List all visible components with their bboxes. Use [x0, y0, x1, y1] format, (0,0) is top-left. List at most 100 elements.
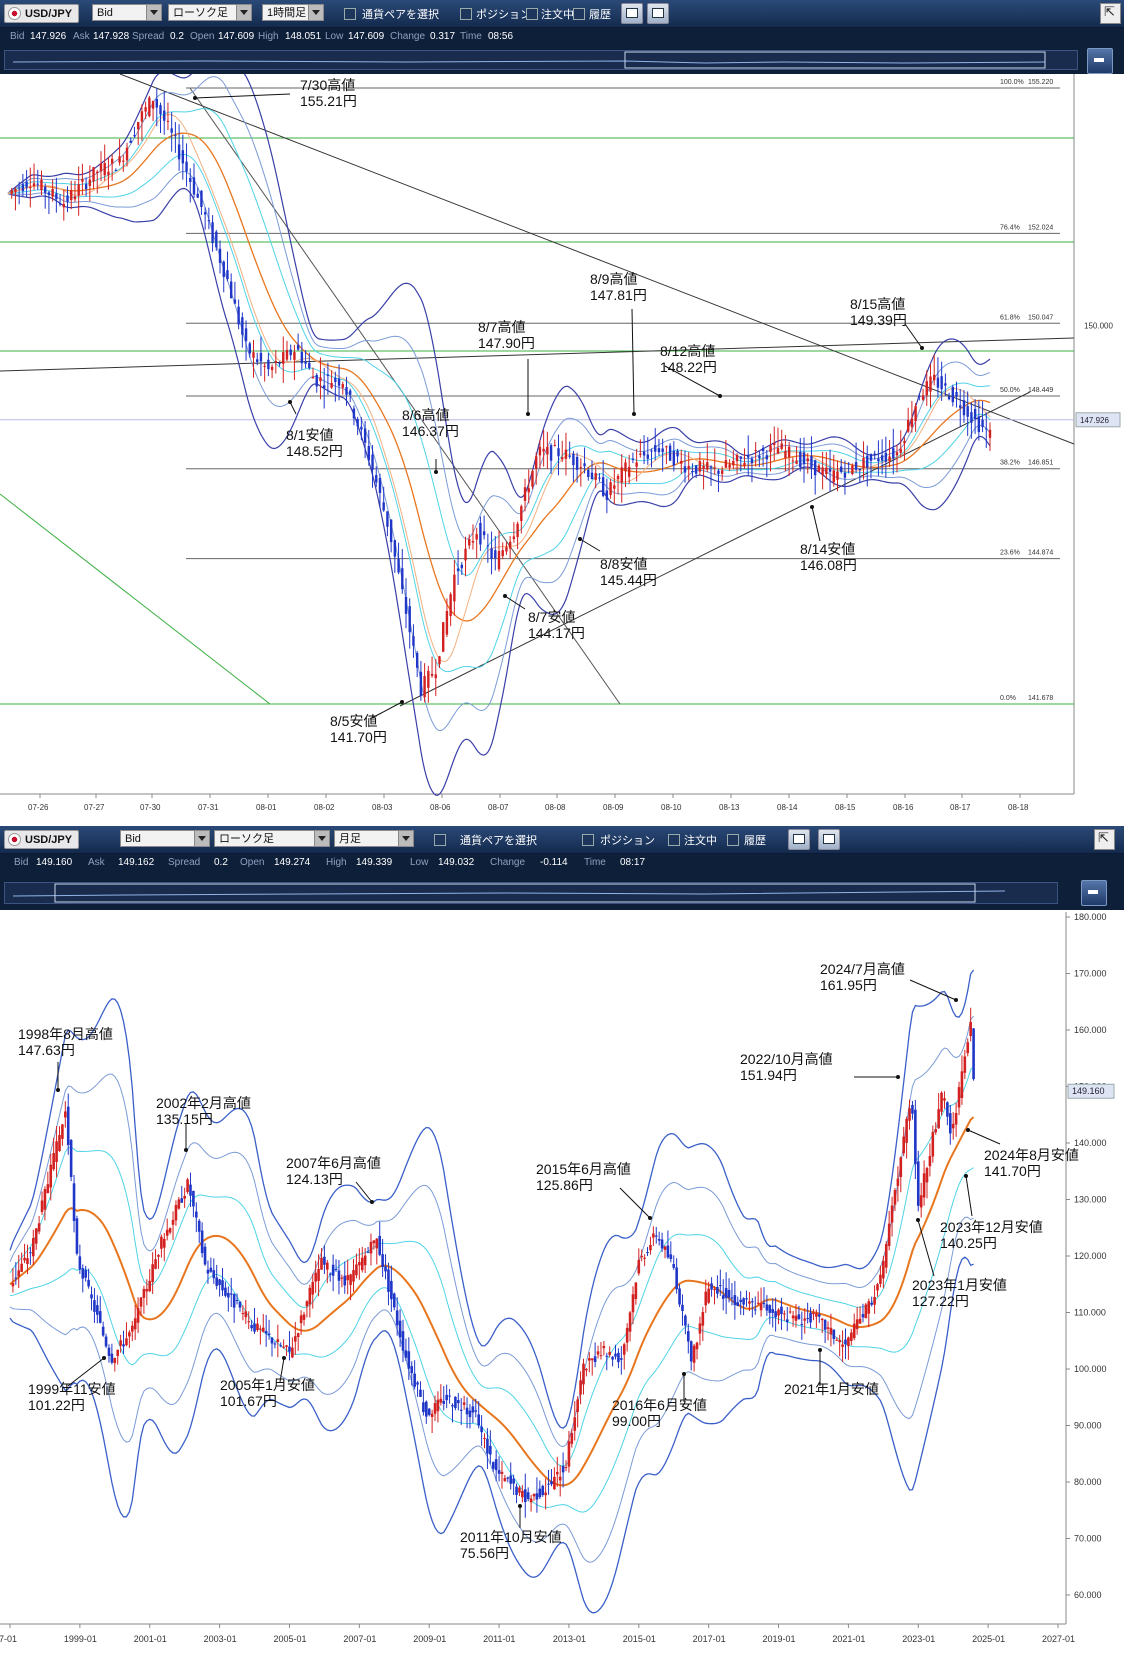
candle-body [192, 1190, 195, 1207]
candle-body [34, 1228, 38, 1244]
chart-list-icon[interactable] [647, 3, 669, 24]
navigator-scrollbar[interactable] [4, 50, 1078, 70]
candle-body [55, 193, 58, 200]
candle-body [780, 1306, 783, 1315]
history-checkbox[interactable] [727, 834, 739, 846]
candle-body [474, 1410, 478, 1412]
chart-type-select[interactable]: ローソク足 [168, 4, 252, 21]
y-tick-label: 80.000 [1074, 1477, 1102, 1487]
candle-body [151, 1264, 154, 1283]
candle-body [58, 1135, 61, 1151]
position-checkbox[interactable] [460, 8, 472, 20]
annotation-value: 99.00円 [612, 1413, 661, 1429]
price-type-select[interactable]: Bid [120, 830, 210, 847]
pair-select-checkbox[interactable] [344, 8, 356, 20]
candle-body [360, 426, 363, 430]
symbol-selector[interactable]: USD/JPY [4, 4, 80, 23]
candle-body [468, 1410, 472, 1418]
undock-icon[interactable] [1100, 3, 1121, 24]
spread-label: Spread [132, 31, 165, 42]
candle-body [709, 466, 713, 468]
candle-body [955, 392, 958, 397]
order-checkbox[interactable] [526, 8, 538, 20]
candle-body [40, 179, 43, 191]
quote-bar: Bid 147.926 Ask 147.928 Spread 0.2 Open 147.… [0, 28, 1124, 46]
chevron-down-icon[interactable] [308, 5, 323, 20]
candle-body [256, 1323, 259, 1331]
candle-body [366, 1251, 370, 1253]
candle-body [244, 1311, 248, 1318]
candle-body [397, 558, 400, 573]
candle-body [118, 156, 121, 163]
candle-body [218, 1279, 221, 1286]
candle-body [547, 1483, 550, 1485]
candle-body [594, 473, 597, 480]
timeframe-select[interactable]: 月足 [334, 830, 414, 847]
candle-body [931, 1132, 935, 1157]
candle-body [802, 452, 806, 465]
undock-icon[interactable] [1094, 829, 1115, 850]
chart-settings-icon[interactable] [621, 3, 643, 24]
candle-body [742, 1298, 745, 1305]
annotation-arrow-head [288, 400, 292, 404]
y-tick-label: 90.000 [1074, 1421, 1102, 1431]
candle-body [37, 1223, 41, 1232]
candle-body [523, 1489, 527, 1503]
chart-toolbar: USD/JPY Bid ローソク足 1時間足 通貨ペアを選択 ポジション 注文中… [0, 0, 1124, 28]
zoom-toggle-icon[interactable] [1087, 48, 1113, 74]
x-tick-label: 08-18 [1008, 803, 1029, 812]
x-tick-label: 2003-01 [204, 1634, 237, 1644]
monthly-chart[interactable]: 180.000170.000160.000150.000140.000130.0… [0, 912, 1124, 1653]
candle-body [104, 1336, 108, 1347]
timeframe-select[interactable]: 1時間足 [262, 4, 324, 21]
candle-body [392, 1293, 396, 1308]
pair-select-checkbox[interactable] [434, 834, 446, 846]
annotation-value: 146.37円 [402, 423, 459, 439]
candle-body [561, 1466, 565, 1473]
candle-body [940, 376, 943, 390]
order-checkbox[interactable] [668, 834, 680, 846]
annotation-label: 2005年1月安値 [220, 1377, 315, 1393]
chevron-down-icon[interactable] [146, 5, 161, 20]
candle-body [129, 140, 132, 143]
hourly-chart[interactable]: 100.0% 155.220 76.4% 152.024 61.8% 150.047 50.… [0, 74, 1124, 820]
fib-value: 146.851 [1028, 460, 1053, 467]
chevron-down-icon[interactable] [194, 831, 209, 846]
candle-body [442, 1400, 446, 1404]
symbol-selector[interactable]: USD/JPY [4, 830, 80, 849]
history-checkbox[interactable] [573, 8, 585, 20]
candle-body [459, 1409, 463, 1411]
candle-body [654, 1235, 658, 1237]
candle-body [387, 1269, 390, 1292]
candle-body [672, 1264, 676, 1268]
chevron-down-icon[interactable] [236, 5, 251, 20]
candle-body [969, 1021, 972, 1036]
chart-type-select[interactable]: ローソク足 [214, 830, 330, 847]
candle-body [241, 1313, 245, 1315]
candle-body [916, 1161, 920, 1206]
current-price-label: 149.160 [1072, 1086, 1105, 1096]
chart-list-icon[interactable] [818, 829, 840, 850]
candle-body [959, 405, 962, 408]
candle-body [686, 1331, 690, 1342]
y-tick-label: 160.000 [1074, 1025, 1107, 1035]
candle-body [197, 1220, 201, 1232]
zoom-toggle-icon[interactable] [1081, 880, 1107, 906]
candle-body [408, 606, 411, 633]
annotation-arrow-head [434, 470, 438, 474]
chevron-down-icon[interactable] [398, 831, 413, 846]
candle-body [465, 1407, 469, 1415]
position-checkbox[interactable] [582, 834, 594, 846]
chevron-down-icon[interactable] [314, 831, 329, 846]
candle-body [98, 1311, 102, 1323]
x-tick-label: 08-03 [372, 803, 393, 812]
x-tick-label: 2021-01 [832, 1634, 865, 1644]
y-tick-label: 140.000 [1074, 1138, 1107, 1148]
candle-body [806, 458, 809, 462]
price-type-select[interactable]: Bid [92, 4, 162, 21]
navigator-scrollbar[interactable] [4, 882, 1058, 904]
candle-body [482, 531, 486, 536]
candle-body [527, 488, 530, 493]
candle-body [99, 163, 103, 172]
chart-settings-icon[interactable] [788, 829, 810, 850]
